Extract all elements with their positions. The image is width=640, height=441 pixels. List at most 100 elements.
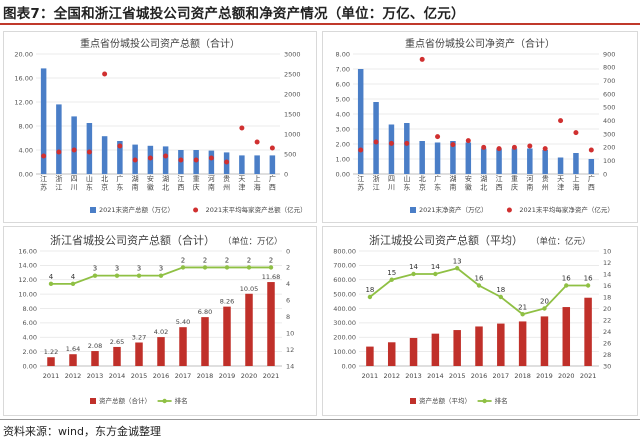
bar — [496, 148, 502, 174]
x-tick-label: 江 — [496, 175, 503, 183]
bar — [562, 307, 571, 366]
bar — [573, 153, 579, 174]
y-tick-label: 200.00 — [333, 334, 356, 342]
y2-tick-label: 6 — [286, 297, 290, 305]
x-tick-label: 四 — [388, 175, 395, 183]
y-tick-label: 500.00 — [333, 290, 356, 298]
legend-label: 资产总额（平均） — [419, 396, 471, 405]
chart-panel-key-province-assets: 重点省份城投公司资产总额（合计） 0.00 4.00 8.00 12.00 16.00 20… — [3, 31, 317, 223]
legend-label: 2021末资产总额（万亿） — [99, 205, 174, 214]
x-tick-label: 庆 — [511, 183, 518, 192]
bar — [86, 123, 93, 174]
x-tick-label: 2018 — [197, 372, 214, 380]
y2-tick-label: 26 — [603, 339, 611, 347]
y-tick-label: 0.00 — [19, 170, 33, 178]
y-tick-label: 600.00 — [333, 276, 356, 284]
x-tick-label: 川 — [71, 184, 78, 192]
y2-tick-label: 16 — [603, 282, 611, 290]
y-tick-label: 12.00 — [14, 98, 33, 106]
bar — [40, 68, 47, 174]
x-tick-label: 东 — [116, 183, 123, 192]
legend-swatch-point — [482, 398, 487, 404]
y2-tick-label: 30 — [603, 362, 611, 370]
bar — [557, 157, 564, 174]
x-tick-label: 西 — [177, 184, 184, 192]
rank-data-label: 18 — [365, 286, 374, 294]
rank-point — [114, 273, 120, 278]
x-tick-label: 北 — [162, 184, 169, 192]
x-tick-label: 南 — [526, 183, 533, 192]
chart-zhejiang-total-assets: 浙江省城投公司资产总额（合计） （单位：万亿） 0.00 2.00 4.00 6.00 8.… — [18, 233, 294, 405]
rank-point — [585, 283, 591, 288]
bar-data-label: 10.05 — [240, 285, 259, 293]
bar — [113, 346, 121, 366]
y2-tick-label: 18 — [603, 293, 611, 301]
dot-point — [86, 149, 92, 155]
x-tick-label: 2013 — [405, 372, 422, 380]
y2-tick-label: 500 — [603, 104, 615, 112]
x-tick-label: 广 — [269, 174, 276, 183]
y-tick-label: 1.00 — [336, 155, 350, 163]
bar-data-label: 1.64 — [66, 345, 80, 353]
y2-tick-label: 2500 — [284, 70, 301, 78]
x-tick-label: 西 — [496, 184, 503, 192]
chart-unit: （单位：亿元） — [531, 236, 591, 247]
y-tick-label: 7.00 — [336, 65, 350, 73]
bar-data-label: 8.26 — [220, 298, 234, 306]
dot-point — [527, 143, 533, 149]
bar — [584, 297, 592, 366]
rank-point — [476, 283, 482, 288]
bottom-rule — [0, 419, 640, 420]
y-tick-label: 16.00 — [14, 74, 33, 82]
legend-swatch-bar — [90, 398, 96, 404]
x-tick-label: 海 — [254, 183, 261, 192]
y2-tick-label: 400 — [603, 117, 615, 125]
y2-tick-label: 3000 — [284, 50, 301, 58]
x-tick-label: 州 — [542, 184, 549, 192]
x-tick-label: 2019 — [536, 372, 553, 380]
x-tick-label: 南 — [132, 183, 139, 192]
y2-tick-label: 22 — [603, 316, 611, 324]
dot-point — [373, 139, 379, 145]
y-tick-label: 800.00 — [333, 247, 356, 255]
chart-zhejiang-average-assets: 浙江城投公司资产总额（平均） （单位：亿元） 0.00 100.00 200.00 300… — [333, 233, 611, 405]
bar — [409, 337, 418, 366]
x-tick-label: 河 — [526, 175, 533, 183]
y2-tick-label: 12 — [603, 259, 611, 267]
y2-tick-label: 28 — [603, 351, 611, 359]
dot-point — [254, 139, 260, 145]
rank-point — [367, 294, 373, 300]
y-tick-label: 8.00 — [19, 122, 33, 130]
x-tick-label: 2014 — [109, 372, 126, 380]
bar-data-label: 3.27 — [132, 333, 146, 341]
x-tick-label: 2021 — [580, 372, 597, 380]
legend-label: 排名 — [495, 396, 508, 405]
rank-point — [454, 266, 460, 271]
y2-tick-label: 8 — [286, 313, 290, 321]
x-tick-label: 湖 — [449, 174, 456, 183]
x-tick-label: 江 — [357, 175, 364, 183]
y2-tick-label: 24 — [603, 328, 611, 336]
x-tick-label: 2020 — [558, 372, 575, 380]
dot-point — [239, 125, 245, 131]
x-tick-label: 上 — [572, 174, 579, 183]
rank-data-label: 3 — [159, 265, 163, 273]
x-tick-label: 湖 — [162, 174, 169, 183]
x-tick-label: 京 — [419, 183, 426, 192]
bar — [357, 69, 364, 174]
chart-panel-zhejiang-average-assets: 浙江城投公司资产总额（平均） （单位：亿元） 0.00 100.00 200.00 300… — [322, 226, 638, 416]
y-tick-label: 8.00 — [23, 305, 37, 313]
x-tick-label: 北 — [101, 175, 108, 183]
bar — [404, 123, 410, 174]
rank-data-label: 15 — [387, 269, 396, 277]
x-tick-label: 2015 — [131, 372, 148, 380]
x-tick-label: 安 — [465, 174, 472, 183]
x-tick-label: 天 — [238, 175, 245, 183]
dot-point — [269, 145, 275, 151]
x-tick-label: 徽 — [147, 183, 154, 192]
rank-point — [92, 273, 98, 278]
x-tick-label: 广 — [434, 174, 441, 183]
y-tick-label: 16.00 — [18, 247, 37, 255]
y-tick-label: 20.00 — [14, 50, 33, 58]
legend-swatch-dot — [506, 207, 512, 213]
